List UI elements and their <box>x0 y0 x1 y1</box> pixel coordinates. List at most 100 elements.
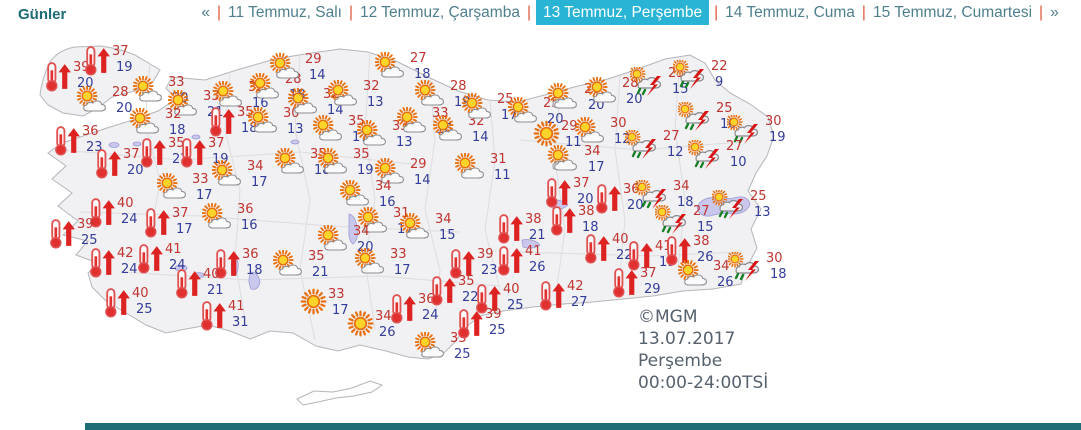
mostly-sunny-icon <box>357 206 392 238</box>
high-temp: 34 <box>247 159 264 174</box>
low-temp: 26 <box>697 250 714 265</box>
low-temp: 14 <box>414 173 431 188</box>
station-temps: 33 17 <box>192 173 213 202</box>
high-temp: 34 <box>435 212 452 227</box>
station-temps: 41 31 <box>228 300 249 329</box>
weather-station: 37 29 <box>610 267 661 301</box>
station-temps: 42 24 <box>117 247 138 276</box>
low-temp: 17 <box>196 188 213 203</box>
low-temp: 25 <box>507 298 524 313</box>
station-temps: 36 18 <box>242 248 263 277</box>
high-temp: 35 <box>458 274 475 289</box>
mostly-sunny-icon <box>317 224 352 256</box>
station-temps: 34 15 <box>435 213 456 242</box>
low-temp: 21 <box>529 228 546 243</box>
low-temp: 24 <box>422 308 439 323</box>
station-temps: 37 29 <box>640 267 661 296</box>
low-temp: 9 <box>715 75 724 90</box>
station-temps: 28 20 <box>112 86 133 115</box>
low-temp: 25 <box>489 323 506 338</box>
nav-next-arrow[interactable]: » <box>1050 4 1059 21</box>
weather-station: 37 19 <box>178 137 229 171</box>
high-temp: 27 <box>693 204 710 219</box>
nav-day-5[interactable]: 15 Temmuz, Cumartesi <box>872 4 1033 21</box>
high-temp: 38 <box>525 212 542 227</box>
weather-station: 27 18 <box>374 51 431 83</box>
nav-separator: | <box>348 4 354 21</box>
mostly-sunny-icon <box>269 52 304 84</box>
thunderstorm-icon <box>623 128 662 162</box>
weather-station: 35 21 <box>272 249 329 281</box>
station-temps: 30 18 <box>766 252 787 281</box>
high-temp: 34 <box>375 309 392 324</box>
nav-day-4[interactable]: 14 Temmuz, Cuma <box>725 4 855 21</box>
weather-station: 35 19 <box>317 147 374 179</box>
weather-station: 37 17 <box>142 207 193 241</box>
high-temp: 33 <box>390 247 407 262</box>
partly-cloudy-icon <box>547 144 583 176</box>
mostly-sunny-icon <box>356 119 391 151</box>
weather-station: 34 15 <box>399 212 456 244</box>
thermometer-up-icon <box>428 275 457 309</box>
nav-prev-arrow[interactable]: « <box>201 4 210 21</box>
high-temp: 31 <box>490 152 507 167</box>
station-temps: 29 14 <box>410 158 431 187</box>
low-temp: 17 <box>251 175 268 190</box>
thermometer-up-icon <box>543 177 572 211</box>
thermometer-up-icon <box>102 287 131 321</box>
low-temp: 15 <box>697 220 714 235</box>
low-temp: 22 <box>462 290 479 305</box>
high-temp: 37 <box>208 136 225 151</box>
weather-station: 34 16 <box>339 179 396 211</box>
station-temps: 40 24 <box>117 197 138 226</box>
mostly-sunny-icon <box>414 79 449 111</box>
days-label: Günler <box>18 6 67 23</box>
days-navigation-bar: Günler « | 11 Temmuz, Salı | 12 Temmuz, Çarş… <box>0 0 1081 31</box>
station-temps: 34 16 <box>375 180 396 209</box>
weather-station: 37 20 <box>93 148 144 182</box>
days-nav: «| 11 Temmuz, Salı | 12 Temmuz, Çarşamba | 13… <box>190 0 1070 25</box>
station-temps: 41 24 <box>165 243 186 272</box>
nav-separator: | <box>1039 4 1044 21</box>
high-temp: 40 <box>132 286 149 301</box>
high-temp: 22 <box>711 59 728 74</box>
high-temp: 37 <box>123 147 140 162</box>
weather-station: 42 24 <box>87 247 138 281</box>
weather-station: 29 11 <box>533 120 582 150</box>
mostly-sunny-icon <box>354 247 389 279</box>
low-temp: 19 <box>116 60 133 75</box>
weather-station: 42 27 <box>537 280 588 314</box>
nav-day-1[interactable]: 11 Temmuz, Salı <box>227 4 342 21</box>
low-temp: 13 <box>287 122 304 137</box>
thunderstorm-icon <box>686 138 725 172</box>
nav-day-3[interactable]: 13 Temmuz, Perşembe <box>536 0 710 25</box>
high-temp: 33 <box>432 106 449 121</box>
thermometer-up-icon <box>388 293 417 327</box>
mostly-sunny-icon <box>274 147 309 179</box>
high-temp: 37 <box>573 176 590 191</box>
low-temp: 18 <box>246 263 263 278</box>
weather-station: 34 17 <box>211 159 268 191</box>
station-temps: 34 26 <box>375 310 396 339</box>
weather-station: 32 18 <box>129 107 186 139</box>
mostly-sunny-icon <box>374 157 409 189</box>
high-temp: 28 <box>450 79 467 94</box>
low-temp: 18 <box>582 220 599 235</box>
weather-station: 33 17 <box>354 247 411 279</box>
station-temps: 37 19 <box>112 45 133 74</box>
mostly-sunny-icon <box>432 114 467 146</box>
high-temp: 27 <box>663 129 680 144</box>
nav-day-2[interactable]: 12 Temmuz, Çarşamba <box>360 4 520 21</box>
weather-station: 29 14 <box>269 52 326 84</box>
station-temps: 35 18 <box>237 106 258 135</box>
mostly-sunny-icon <box>201 202 236 234</box>
station-temps: 32 13 <box>363 80 384 109</box>
low-temp: 18 <box>677 195 694 210</box>
thermometer-up-icon <box>610 267 639 301</box>
low-temp: 13 <box>367 95 384 110</box>
high-temp: 35 <box>168 136 185 151</box>
high-temp: 37 <box>172 206 189 221</box>
thermometer-up-icon <box>198 300 227 334</box>
high-temp: 34 <box>353 224 370 239</box>
station-temps: 38 18 <box>578 205 599 234</box>
